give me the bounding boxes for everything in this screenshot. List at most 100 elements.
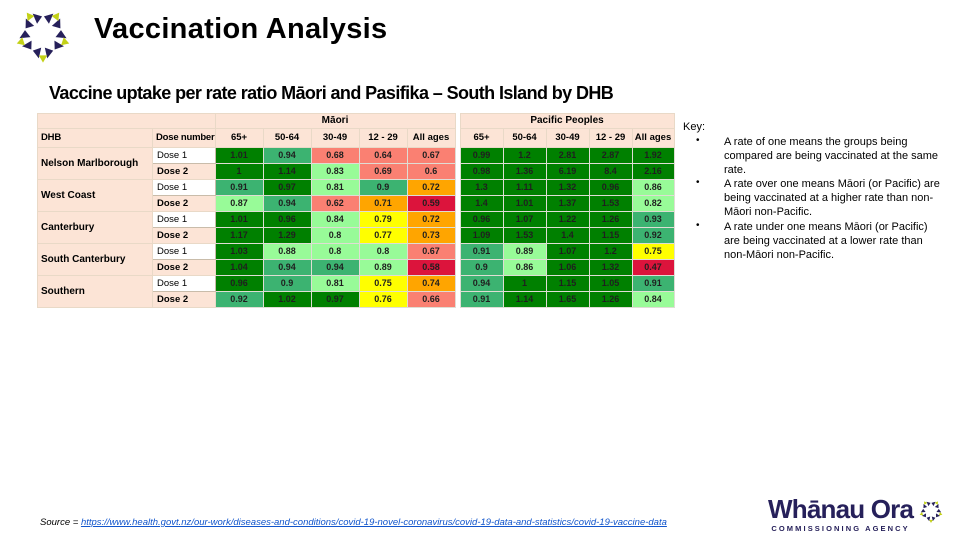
rate-cell: 1.92: [631, 147, 675, 164]
dose-label: Dose 1: [152, 211, 216, 228]
dhb-name: South Canterbury: [37, 243, 153, 276]
rate-cell: 1.01: [214, 211, 264, 228]
rate-cell: 1.01: [214, 147, 264, 164]
table-row: 0.98 1.36 6.19 8.4 2.16: [459, 163, 675, 180]
dose-label: Dose 1: [152, 243, 216, 260]
rate-cell: 1.53: [502, 227, 547, 244]
rate-cell: 0.91: [459, 243, 504, 260]
key-item: • A rate over one means Māori (or Pacifi…: [683, 177, 941, 219]
rate-cell: 1.14: [262, 163, 312, 180]
dose-column-header: Dose number: [152, 128, 216, 148]
rate-cell: 0.69: [358, 163, 408, 180]
rate-cell: 1.17: [214, 227, 264, 244]
dose-label: Dose 2: [152, 227, 216, 244]
rate-cell: 6.19: [545, 163, 590, 180]
dhb-name: Canterbury: [37, 211, 153, 244]
rate-cell: 0.72: [406, 211, 456, 228]
rate-cell: 0.59: [406, 195, 456, 212]
rate-cell: 1.05: [588, 275, 633, 292]
rate-cell: 0.82: [631, 195, 675, 212]
rate-cell: 0.67: [406, 147, 456, 164]
key-text: A rate of one means the groups being com…: [724, 136, 939, 177]
age-column-header: 50-64: [502, 128, 547, 148]
age-column-header: 50-64: [262, 128, 312, 148]
key-item: • A rate of one means the groups being c…: [683, 135, 941, 177]
age-column-header: All ages: [631, 128, 675, 148]
rate-cell: 0.94: [459, 275, 504, 292]
dose-label: Dose 2: [152, 163, 216, 180]
rate-cell: 0.84: [631, 291, 675, 308]
rate-cell: 0.81: [310, 179, 360, 196]
table-row: 0.91 1.14 1.65 1.26 0.84: [459, 291, 675, 308]
age-column-header: 65+: [459, 128, 504, 148]
rate-cell: 2.81: [545, 147, 590, 164]
whanau-ora-wordmark: Whānau Ora COMMISSIONING AGENCY: [768, 495, 914, 534]
dose-label: Dose 2: [152, 259, 216, 276]
rate-cell: 0.91: [459, 291, 504, 308]
age-column-header: 12 - 29: [358, 128, 408, 148]
bullet-icon: •: [696, 177, 700, 189]
column-header-row: 65+ 50-64 30-49 12 - 29 All ages: [459, 128, 675, 148]
rate-cell: 2.87: [588, 147, 633, 164]
rate-cell: 1.07: [502, 211, 547, 228]
table-row: Southern Dose 1 0.96 0.9 0.81 0.75 0.74: [37, 275, 456, 308]
dose-label: Dose 1: [152, 275, 216, 292]
band-row: Māori: [37, 113, 456, 129]
whanau-ora-logo: Whānau Ora COMMISSIONING AGENCY: [768, 495, 944, 534]
rate-cell: 0.99: [459, 147, 504, 164]
dose-label: Dose 1: [152, 179, 216, 196]
rate-cell: 1.32: [588, 259, 633, 276]
rate-cell: 1: [214, 163, 264, 180]
brand-tagline: COMMISSIONING AGENCY: [771, 524, 910, 534]
rate-cell: 0.62: [310, 195, 360, 212]
table-row: 0.94 1 1.15 1.05 0.91: [459, 275, 675, 292]
bullet-icon: •: [696, 135, 700, 147]
rate-cell: 1.65: [545, 291, 590, 308]
rate-cell: 0.9: [358, 179, 408, 196]
age-column-header: 12 - 29: [588, 128, 633, 148]
rate-cell: 0.91: [631, 275, 675, 292]
key-text: A rate under one means Māori (or Pacific…: [724, 220, 928, 261]
age-column-header: 30-49: [310, 128, 360, 148]
source-link[interactable]: https://www.health.govt.nz/our-work/dise…: [80, 517, 667, 528]
rate-cell: 0.83: [310, 163, 360, 180]
rate-cell: 1.32: [545, 179, 590, 196]
dhb-name: Southern: [37, 275, 153, 308]
dhb-name: Nelson Marlborough: [37, 147, 153, 180]
rate-cell: 0.88: [262, 243, 312, 260]
rate-cell: 0.89: [358, 259, 408, 276]
rate-cell: 0.92: [631, 227, 675, 244]
rate-cell: 1.15: [588, 227, 633, 244]
key-title: Key:: [683, 121, 706, 133]
rate-cell: 0.77: [358, 227, 408, 244]
rate-cell: 1.4: [545, 227, 590, 244]
rate-cell: 1.02: [262, 291, 312, 308]
rate-cell: 0.98: [459, 163, 504, 180]
rate-ratio-tables: Māori DHB Dose number 65+ 50-64 30-49 12…: [37, 113, 675, 308]
rate-cell: 0.96: [459, 211, 504, 228]
bullet-icon: •: [696, 219, 700, 231]
rate-cell: 1.26: [588, 211, 633, 228]
rate-cell: 0.74: [406, 275, 456, 292]
slide-subtitle: Vaccine uptake per rate ratio Māori and …: [49, 83, 614, 103]
rate-cell: 0.67: [406, 243, 456, 260]
rate-cell: 0.94: [262, 195, 312, 212]
table-row: West Coast Dose 1 0.91 0.97 0.81 0.9 0.72: [37, 179, 456, 212]
table-row: 0.96 1.07 1.22 1.26 0.93: [459, 211, 675, 228]
rate-cell: 0.91: [214, 179, 264, 196]
pacific-band-header: Pacific Peoples: [459, 113, 675, 129]
table-row: 1.09 1.53 1.4 1.15 0.92: [459, 227, 675, 244]
table-row: Canterbury Dose 1 1.01 0.96 0.84 0.79 0.72: [37, 211, 456, 244]
table-row: 0.91 0.89 1.07 1.2 0.75: [459, 243, 675, 260]
maori-table: Māori DHB Dose number 65+ 50-64 30-49 12…: [37, 113, 456, 308]
dhb-name: West Coast: [37, 179, 153, 212]
rate-cell: 1.3: [459, 179, 504, 196]
column-header-row: DHB Dose number 65+ 50-64 30-49 12 - 29 …: [37, 128, 456, 148]
key-item: • A rate under one means Māori (or Pacif…: [683, 220, 941, 262]
rate-cell: 0.97: [310, 291, 360, 308]
rate-cell: 0.68: [310, 147, 360, 164]
rate-cell: 0.96: [588, 179, 633, 196]
dose-label: Dose 2: [152, 195, 216, 212]
source-label: Source =: [40, 517, 81, 528]
rate-cell: 0.94: [262, 259, 312, 276]
